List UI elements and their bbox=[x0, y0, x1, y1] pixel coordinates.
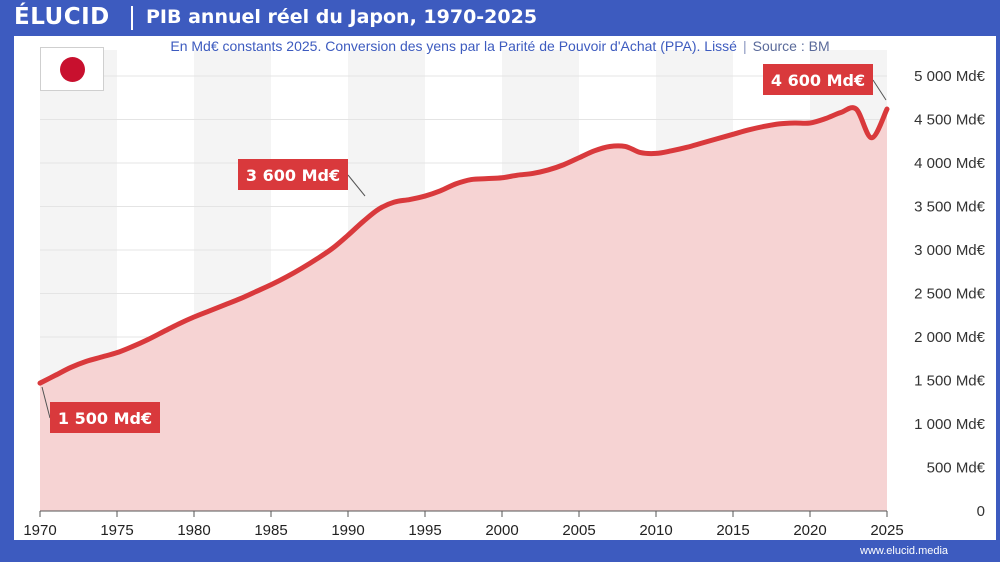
y-axis-ticks: 0 500 Md€ 1 000 Md€ 1 500 Md€ 2 000 Md€ 2 500… bbox=[914, 68, 986, 520]
y-tick-label: 4 000 Md€ bbox=[914, 155, 986, 172]
x-tick-label: 2015 bbox=[716, 522, 749, 539]
data-area bbox=[40, 107, 887, 511]
x-tick-label: 1985 bbox=[254, 522, 287, 539]
source-label: Source : BM bbox=[752, 38, 830, 54]
data-line bbox=[37, 105, 890, 386]
flag-sun-icon bbox=[60, 57, 85, 82]
x-tick-label: 1995 bbox=[408, 522, 441, 539]
callout-box bbox=[238, 159, 348, 190]
x-tick-label: 2020 bbox=[793, 522, 826, 539]
y-tick-label: 3 500 Md€ bbox=[914, 199, 986, 216]
x-tick-label: 1980 bbox=[177, 522, 210, 539]
y-tick-label: 3 000 Md€ bbox=[914, 242, 986, 259]
header-bar: ÉLUCID PIB annuel réel du Japon, 1970-20… bbox=[0, 0, 1000, 36]
x-tick-label: 1975 bbox=[100, 522, 133, 539]
y-tick-label: 1 000 Md€ bbox=[914, 416, 986, 433]
y-tick-label: 0 bbox=[977, 503, 985, 520]
y-tick-label: 5 000 Md€ bbox=[914, 68, 986, 85]
x-tick-label: 2010 bbox=[639, 522, 672, 539]
brand-logo: ÉLUCID bbox=[14, 4, 110, 30]
chart-subtitle: En Md€ constants 2025. Conversion des ye… bbox=[0, 38, 1000, 54]
header-divider bbox=[131, 6, 133, 30]
callout-leader bbox=[41, 386, 51, 419]
x-axis-ticks: 1970 1975 1980 1985 1990 1995 2000 2005 2010 2015… bbox=[23, 511, 904, 539]
callouts: 1 500 Md€ 3 600 Md€ 4 600 Md€ bbox=[41, 64, 887, 433]
japan-flag-icon bbox=[40, 47, 104, 91]
y-tick-label: 500 Md€ bbox=[927, 460, 986, 477]
callout-box bbox=[763, 64, 873, 95]
callout-leader bbox=[872, 79, 887, 101]
x-tick-label: 1990 bbox=[331, 522, 364, 539]
callout-box bbox=[50, 402, 160, 433]
y-tick-label: 2 000 Md€ bbox=[914, 329, 986, 346]
y-tick-label: 4 500 Md€ bbox=[914, 112, 986, 129]
callout-label: 1 500 Md€ bbox=[58, 409, 152, 428]
x-tick-label: 2025 bbox=[870, 522, 903, 539]
y-tick-label: 1 500 Md€ bbox=[914, 373, 986, 390]
subtitle-separator: | bbox=[742, 38, 747, 54]
callout-leader bbox=[347, 174, 366, 197]
callout-label: 3 600 Md€ bbox=[246, 166, 340, 185]
x-tick-label: 2005 bbox=[562, 522, 595, 539]
y-tick-label: 2 500 Md€ bbox=[914, 286, 986, 303]
chart-title: PIB annuel réel du Japon, 1970-2025 bbox=[146, 6, 538, 28]
callout-label: 4 600 Md€ bbox=[771, 71, 865, 90]
subtitle-text: En Md€ constants 2025. Conversion des ye… bbox=[170, 38, 737, 54]
x-tick-label: 2000 bbox=[485, 522, 518, 539]
x-tick-label: 1970 bbox=[23, 522, 56, 539]
footer-url: www.elucid.media bbox=[860, 545, 949, 557]
